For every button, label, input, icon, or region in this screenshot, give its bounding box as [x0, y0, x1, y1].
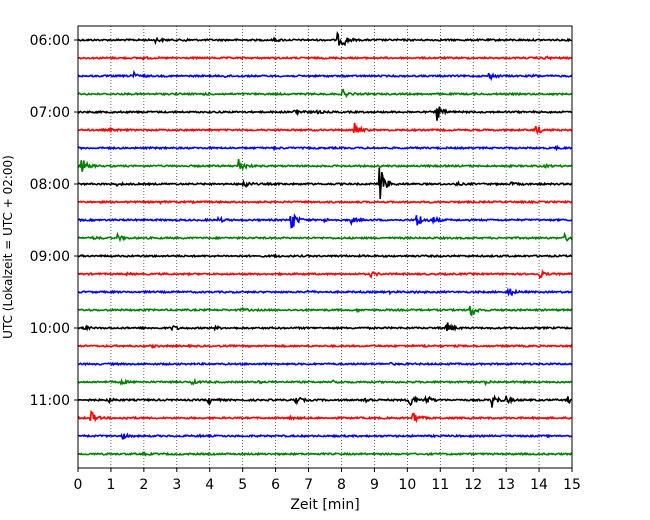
y-tick-label: 06:00: [30, 33, 70, 49]
x-ticks: 0 1 2 3 4 5 6 7 8 9 10 11 12 13 14 15: [74, 468, 581, 493]
trace-line: [77, 122, 573, 136]
x-tick-label: 11: [431, 477, 449, 493]
trace-line: [77, 231, 573, 243]
trace-line: [77, 269, 573, 280]
trace-line: [77, 158, 573, 172]
traces-group: [77, 30, 573, 457]
plot-frame: [77, 25, 573, 469]
trace-line: [77, 252, 573, 259]
x-axis-label: Zeit [min]: [290, 497, 359, 513]
trace-line: [77, 213, 573, 229]
x-tick-label: 13: [497, 477, 515, 493]
x-tick-label: 5: [238, 477, 247, 493]
x-tick-label: 9: [370, 477, 379, 493]
y-tick-label: 09:00: [30, 249, 70, 265]
trace-line: [77, 55, 573, 62]
trace-line: [77, 394, 573, 408]
trace-line: [77, 377, 573, 387]
x-tick-label: 8: [337, 477, 346, 493]
x-tick-label: 10: [398, 477, 416, 493]
y-tick-label: 07:00: [30, 105, 70, 121]
trace-line: [77, 361, 573, 367]
trace-line: [78, 432, 573, 440]
trace-line: [77, 409, 573, 424]
vertical-gridlines: [110, 26, 540, 468]
y-axis-label: UTC (Lokalzeit = UTC + 02:00): [1, 155, 15, 339]
x-tick-label: 12: [464, 477, 482, 493]
trace-line: [77, 199, 573, 205]
y-tick-label: 08:00: [30, 177, 70, 193]
x-tick-label: 2: [139, 477, 148, 493]
y-tick-label: 11:00: [30, 393, 70, 409]
trace-line: [77, 144, 573, 152]
trace-line: [77, 106, 573, 121]
y-tick-label: 10:00: [30, 321, 70, 337]
trace-line: [77, 322, 573, 332]
trace-line: [77, 450, 573, 457]
x-tick-label: 6: [271, 477, 280, 493]
trace-line: [77, 343, 573, 349]
trace-line: [77, 69, 573, 82]
x-tick-label: 15: [563, 477, 581, 493]
x-tick-label: 1: [106, 477, 115, 493]
trace-line: [77, 287, 573, 297]
y-ticks: 06:00 07:00 08:00 09:00 10:00 11:00: [30, 33, 78, 409]
trace-line: [77, 167, 573, 200]
x-tick-label: 7: [304, 477, 313, 493]
x-tick-label: 14: [530, 477, 548, 493]
trace-line: [77, 30, 573, 47]
trace-line: [77, 88, 573, 99]
x-tick-label: 0: [74, 477, 83, 493]
x-tick-label: 3: [172, 477, 181, 493]
trace-line: [77, 305, 573, 317]
x-tick-label: 4: [205, 477, 214, 493]
